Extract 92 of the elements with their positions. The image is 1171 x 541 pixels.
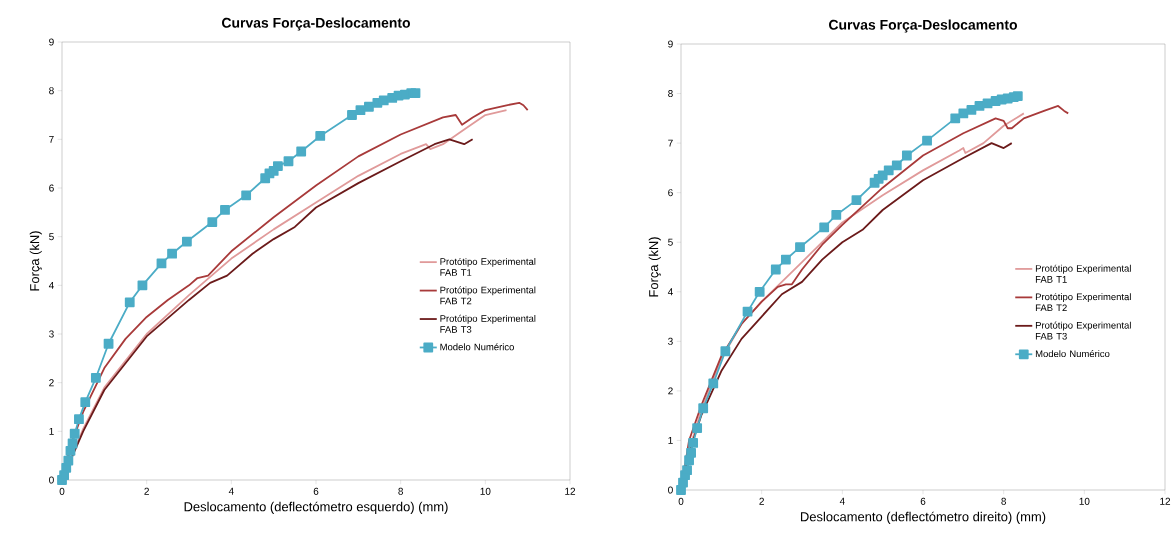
x-tick-label: 8	[1001, 497, 1007, 505]
point	[1012, 91, 1023, 101]
x-tick-label: 0	[678, 497, 684, 505]
y-axis-title: Força (kN)	[29, 231, 42, 291]
y-tick-label: 6	[668, 189, 673, 197]
y-tick-label: 2	[49, 379, 54, 387]
x-axis-title: Deslocamento (deflectómetro direito) (mm)	[800, 511, 1046, 524]
point	[831, 210, 842, 220]
y-tick-label: 5	[668, 238, 673, 246]
point	[364, 101, 374, 112]
point	[410, 88, 421, 99]
point	[922, 135, 932, 146]
point	[901, 150, 912, 161]
point	[74, 414, 84, 425]
x-tick-label: 12	[1160, 497, 1171, 505]
y-tick-label: 7	[49, 135, 54, 143]
point	[851, 195, 862, 205]
x-tick-label: 12	[565, 487, 576, 495]
y-axis-title: Força (kN)	[648, 237, 661, 297]
y-tick-label: 1	[668, 437, 673, 444]
x-tick-label: 6	[920, 497, 926, 505]
point	[682, 465, 692, 476]
point	[220, 205, 230, 215]
point	[207, 217, 218, 227]
point	[273, 161, 283, 172]
x-tick-label: 4	[839, 497, 845, 505]
legend-label: Protótipo Experimental FAB T2	[1035, 293, 1131, 312]
point	[676, 485, 686, 495]
x-axis-title: Deslocamento (deflectómetro esquerdo) (mm)	[184, 501, 448, 514]
legend-label: Modelo Numérico	[440, 343, 514, 351]
point	[883, 165, 894, 176]
point	[90, 372, 101, 383]
x-tick-label: 6	[313, 487, 319, 495]
y-tick-label: 8	[668, 90, 673, 98]
point	[950, 113, 961, 124]
point	[966, 105, 977, 115]
x-tick-label: 8	[398, 487, 404, 495]
y-tick-label: 2	[668, 387, 673, 395]
point	[891, 160, 902, 171]
y-tick-label: 5	[49, 233, 54, 241]
point	[742, 306, 753, 317]
point	[692, 423, 703, 433]
legend-label: Protótipo Experimental FAB T3	[1035, 321, 1131, 340]
point	[167, 248, 177, 259]
legend-label: Protótipo Experimental FAB T3	[440, 314, 536, 333]
point	[720, 346, 731, 357]
point	[241, 190, 252, 201]
point	[688, 438, 699, 448]
point	[296, 146, 307, 157]
x-tick-label: 0	[59, 487, 65, 495]
point	[708, 378, 719, 389]
point	[283, 156, 294, 167]
y-tick-label: 4	[667, 288, 673, 296]
legend-label: Modelo Numérico	[1035, 350, 1110, 358]
point	[698, 403, 709, 414]
point	[137, 280, 148, 291]
y-tick-label: 7	[668, 139, 673, 147]
point	[347, 110, 357, 120]
x-tick-label: 2	[759, 497, 764, 505]
y-tick-label: 0	[49, 476, 54, 484]
y-tick-label: 9	[668, 40, 673, 48]
x-tick-label: 4	[228, 487, 234, 495]
x-tick-label: 2	[144, 487, 149, 495]
point	[770, 264, 781, 275]
point	[795, 242, 805, 253]
point	[819, 222, 830, 233]
point	[181, 236, 192, 247]
point	[315, 131, 326, 141]
point	[355, 105, 366, 116]
point	[69, 428, 80, 439]
y-tick-label: 9	[49, 38, 54, 46]
point	[124, 297, 135, 308]
chart-title: Curvas Força-Deslocamento	[222, 17, 410, 31]
legend-label: Protótipo Experimental FAB T1	[1035, 264, 1131, 283]
x-tick-label: 10	[1079, 497, 1090, 505]
chart-title: Curvas Força-Deslocamento	[829, 19, 1018, 33]
y-tick-label: 6	[49, 184, 54, 192]
y-tick-label: 1	[49, 427, 54, 435]
point	[754, 286, 765, 297]
legend-label: Protótipo Experimental FAB T2	[440, 286, 536, 305]
point	[63, 455, 74, 466]
point	[686, 447, 696, 458]
x-tick-label: 10	[480, 487, 491, 495]
point	[958, 108, 969, 119]
point	[103, 338, 114, 349]
y-tick-label: 4	[48, 281, 54, 289]
point	[80, 397, 91, 408]
y-tick-label: 3	[49, 330, 54, 338]
y-tick-label: 3	[668, 337, 673, 345]
point	[780, 254, 791, 265]
legend-label: Protótipo Experimental FAB T1	[440, 257, 536, 276]
y-tick-label: 8	[49, 87, 54, 95]
